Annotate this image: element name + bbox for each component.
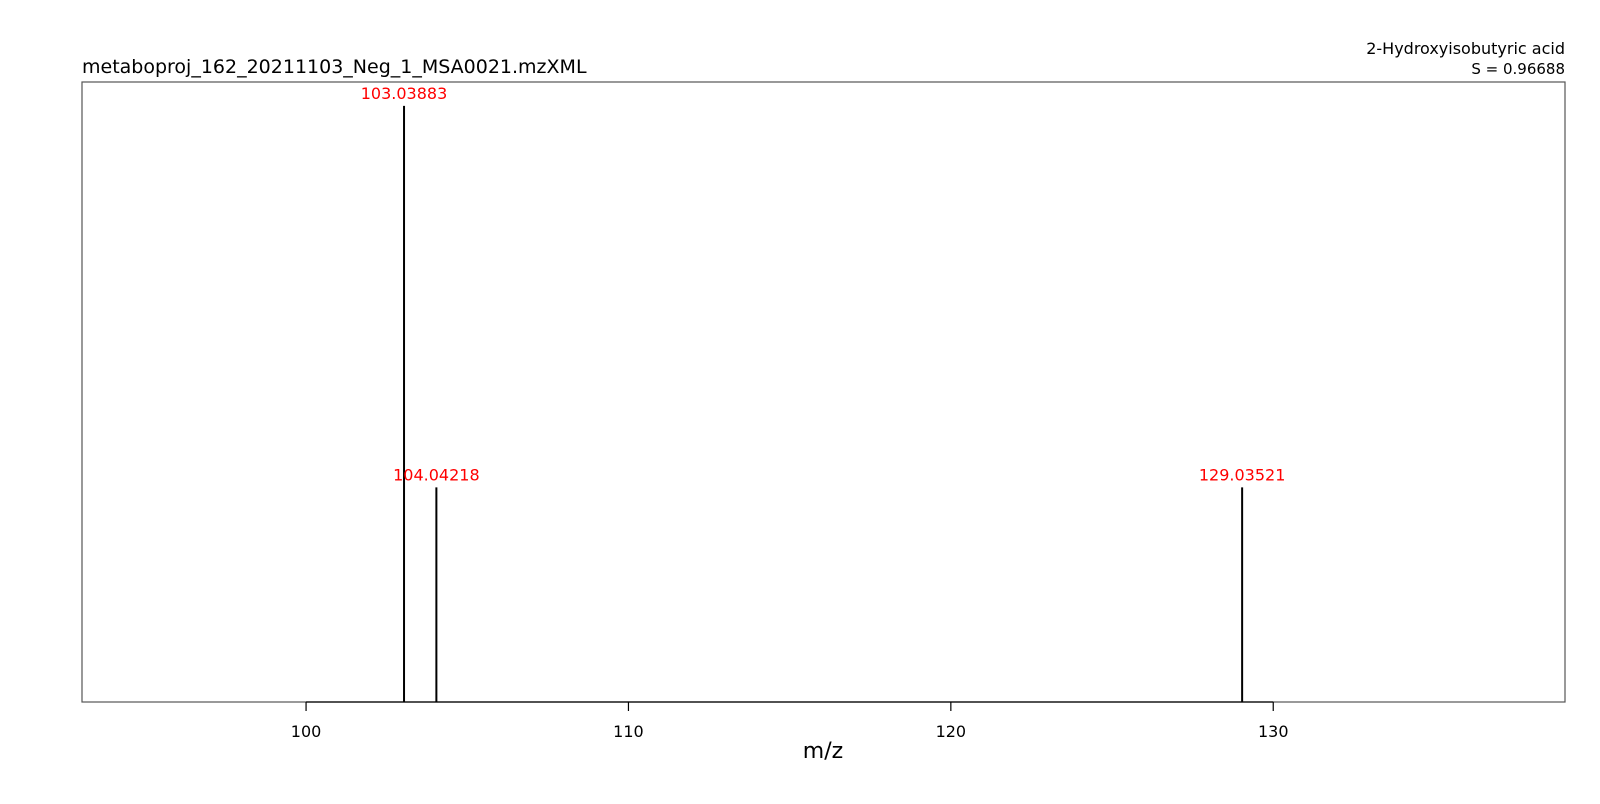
x-tick-label: 110 (613, 722, 644, 741)
peak-label: 129.03521 (1199, 465, 1286, 484)
x-tick-label: 100 (291, 722, 322, 741)
chart-title: metaboproj_162_20211103_Neg_1_MSA0021.mz… (82, 56, 587, 78)
x-axis-label: m/z (803, 739, 843, 764)
x-tick-label: 120 (936, 722, 967, 741)
peaks-layer: 103.03883 104.04218 129.03521 (361, 84, 1286, 702)
x-axis: 100 110 120 130 (291, 701, 1289, 741)
compound-name: 2-Hydroxyisobutyric acid (1366, 39, 1565, 58)
plot-frame (81, 81, 1566, 703)
peak-label: 103.03883 (361, 84, 448, 103)
peak-label: 104.04218 (393, 465, 480, 484)
match-score: S = 0.96688 (1471, 60, 1565, 78)
x-tick-label: 130 (1258, 722, 1289, 741)
